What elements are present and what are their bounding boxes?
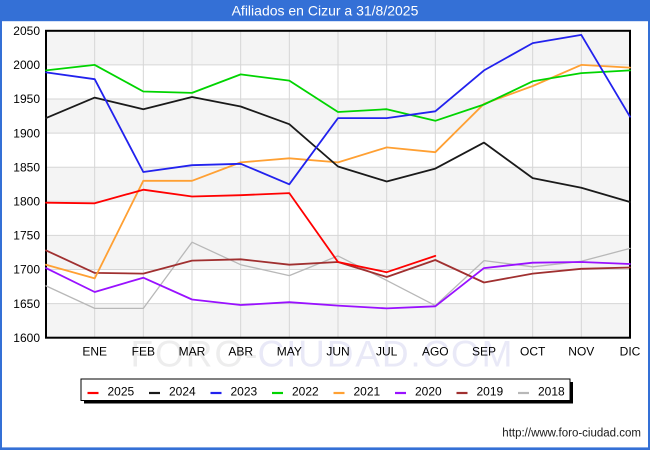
svg-text:FORO-: FORO- — [131, 334, 258, 375]
svg-text:2024: 2024 — [169, 385, 196, 399]
svg-text:2023: 2023 — [231, 385, 258, 399]
svg-text:1950: 1950 — [13, 92, 40, 106]
svg-text:1700: 1700 — [13, 263, 40, 277]
svg-text:2018: 2018 — [538, 385, 565, 399]
svg-text:1600: 1600 — [13, 331, 40, 345]
svg-text:AGO: AGO — [422, 345, 449, 359]
svg-text:1850: 1850 — [13, 160, 40, 174]
svg-text:ENE: ENE — [82, 345, 107, 359]
svg-text:JUN: JUN — [326, 345, 349, 359]
svg-text:1900: 1900 — [13, 126, 40, 140]
svg-text:JUL: JUL — [376, 345, 398, 359]
svg-text:2000: 2000 — [13, 58, 40, 72]
svg-text:SEP: SEP — [472, 345, 496, 359]
svg-text:1750: 1750 — [13, 229, 40, 243]
svg-text:CIUDAD.COM: CIUDAD.COM — [258, 334, 513, 375]
svg-text:ABR: ABR — [228, 345, 253, 359]
svg-text:2050: 2050 — [13, 24, 40, 38]
svg-text:2020: 2020 — [415, 385, 442, 399]
svg-text:NOV: NOV — [568, 345, 594, 359]
svg-text:DIC: DIC — [620, 345, 641, 359]
svg-text:2019: 2019 — [477, 385, 504, 399]
svg-text:MAR: MAR — [179, 345, 206, 359]
svg-text:http://www.foro-ciudad.com: http://www.foro-ciudad.com — [502, 428, 641, 440]
svg-text:Afiliados en Cizur a 31/8/2025: Afiliados en Cizur a 31/8/2025 — [232, 3, 419, 19]
svg-text:MAY: MAY — [277, 345, 302, 359]
svg-text:1800: 1800 — [13, 195, 40, 209]
svg-text:FEB: FEB — [132, 345, 155, 359]
svg-text:2021: 2021 — [354, 385, 381, 399]
svg-text:OCT: OCT — [520, 345, 546, 359]
svg-text:2022: 2022 — [292, 385, 319, 399]
svg-text:2025: 2025 — [108, 385, 135, 399]
svg-text:1650: 1650 — [13, 297, 40, 311]
